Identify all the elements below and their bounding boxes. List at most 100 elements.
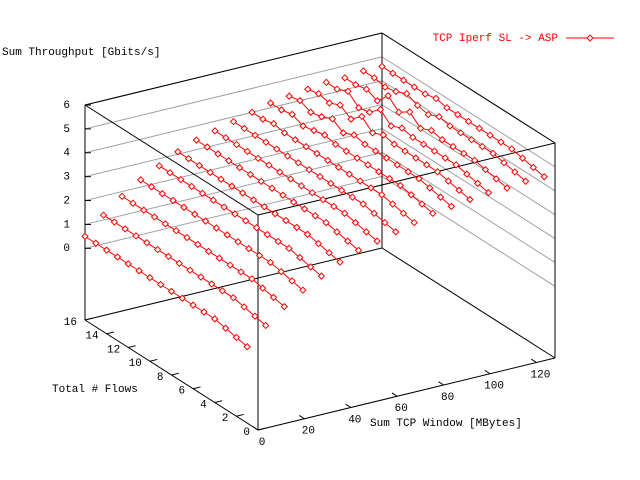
data-point xyxy=(296,96,304,105)
data-point xyxy=(164,252,173,261)
data-point xyxy=(427,126,436,135)
data-point xyxy=(282,216,290,225)
data-point xyxy=(413,101,422,110)
data-point xyxy=(354,246,363,255)
data-point xyxy=(441,154,449,162)
data-point xyxy=(187,182,196,191)
surface-line xyxy=(326,81,489,194)
data-point xyxy=(197,273,205,281)
surface-line xyxy=(196,139,359,251)
data-point xyxy=(180,203,188,212)
data-point xyxy=(478,142,487,151)
x-tick xyxy=(391,392,398,397)
data-point xyxy=(81,232,89,241)
box-edge xyxy=(257,357,556,431)
data-point xyxy=(452,161,460,169)
data-point xyxy=(433,168,442,176)
data-point xyxy=(135,267,143,275)
y-tick xyxy=(149,358,158,362)
data-point xyxy=(215,254,224,262)
data-point xyxy=(430,147,439,155)
data-point xyxy=(508,145,516,153)
data-point xyxy=(466,195,474,204)
data-point xyxy=(313,149,321,158)
data-point xyxy=(467,135,476,144)
data-point xyxy=(356,177,364,185)
data-point xyxy=(463,170,471,178)
z-tick-label: 2 xyxy=(63,195,70,207)
data-point xyxy=(410,83,419,91)
box-edge xyxy=(381,32,556,144)
data-point xyxy=(429,209,437,217)
data-point xyxy=(350,131,358,139)
data-point xyxy=(345,170,354,178)
data-point xyxy=(484,188,493,197)
box-edge xyxy=(84,32,383,106)
data-point xyxy=(407,191,415,199)
data-point xyxy=(232,140,241,149)
data-point xyxy=(475,124,484,133)
surface-line xyxy=(381,66,545,178)
data-point xyxy=(156,280,165,289)
data-point xyxy=(228,182,236,190)
data-point xyxy=(409,133,417,142)
data-point xyxy=(177,175,185,184)
data-point xyxy=(368,129,377,137)
data-point xyxy=(306,263,315,271)
data-point xyxy=(348,193,357,201)
data-point xyxy=(449,142,457,151)
data-point xyxy=(379,131,388,139)
data-point xyxy=(455,186,463,194)
data-point xyxy=(305,165,313,174)
x-tick xyxy=(484,370,491,375)
data-point xyxy=(231,210,239,218)
data-point xyxy=(291,136,300,144)
data-point xyxy=(402,89,411,98)
surface-line xyxy=(140,179,304,291)
data-point xyxy=(178,294,187,302)
data-point xyxy=(189,301,197,309)
grid-line xyxy=(381,56,556,168)
data-point xyxy=(217,175,225,183)
data-point xyxy=(492,175,500,183)
z-tick-label: 3 xyxy=(63,172,70,184)
data-point xyxy=(218,287,227,295)
data-point xyxy=(153,245,162,254)
data-point xyxy=(132,232,140,240)
data-point xyxy=(143,238,151,247)
data-point xyxy=(198,189,207,198)
data-point xyxy=(401,147,409,155)
data-point xyxy=(245,244,253,253)
data-point xyxy=(286,175,295,183)
grid-line xyxy=(381,175,556,287)
data-point xyxy=(223,231,231,239)
data-point xyxy=(277,106,286,114)
data-point xyxy=(391,228,400,236)
data-point xyxy=(361,140,369,148)
data-point xyxy=(358,112,366,121)
data-point xyxy=(436,193,445,201)
y-tick xyxy=(236,413,244,417)
data-point xyxy=(330,202,338,211)
data-point xyxy=(385,174,394,183)
data-point xyxy=(175,259,183,267)
y-tick-label: 2 xyxy=(222,413,229,425)
data-point xyxy=(327,179,335,188)
data-point xyxy=(194,240,202,249)
data-point xyxy=(314,239,323,248)
data-point xyxy=(500,159,508,167)
data-point xyxy=(320,131,329,139)
data-point xyxy=(255,251,264,260)
data-point xyxy=(540,173,548,181)
z-axis-label: Sum Throughput [Gbits/s] xyxy=(2,47,160,59)
data-point xyxy=(296,253,304,262)
y-tick-label: 4 xyxy=(200,399,207,411)
data-point xyxy=(161,220,170,228)
grid-line xyxy=(84,80,383,154)
y-tick-label: 10 xyxy=(129,358,142,370)
data-point xyxy=(304,85,312,93)
data-point xyxy=(421,90,429,98)
data-point xyxy=(259,115,267,123)
data-point xyxy=(251,131,259,140)
data-point xyxy=(376,105,385,114)
